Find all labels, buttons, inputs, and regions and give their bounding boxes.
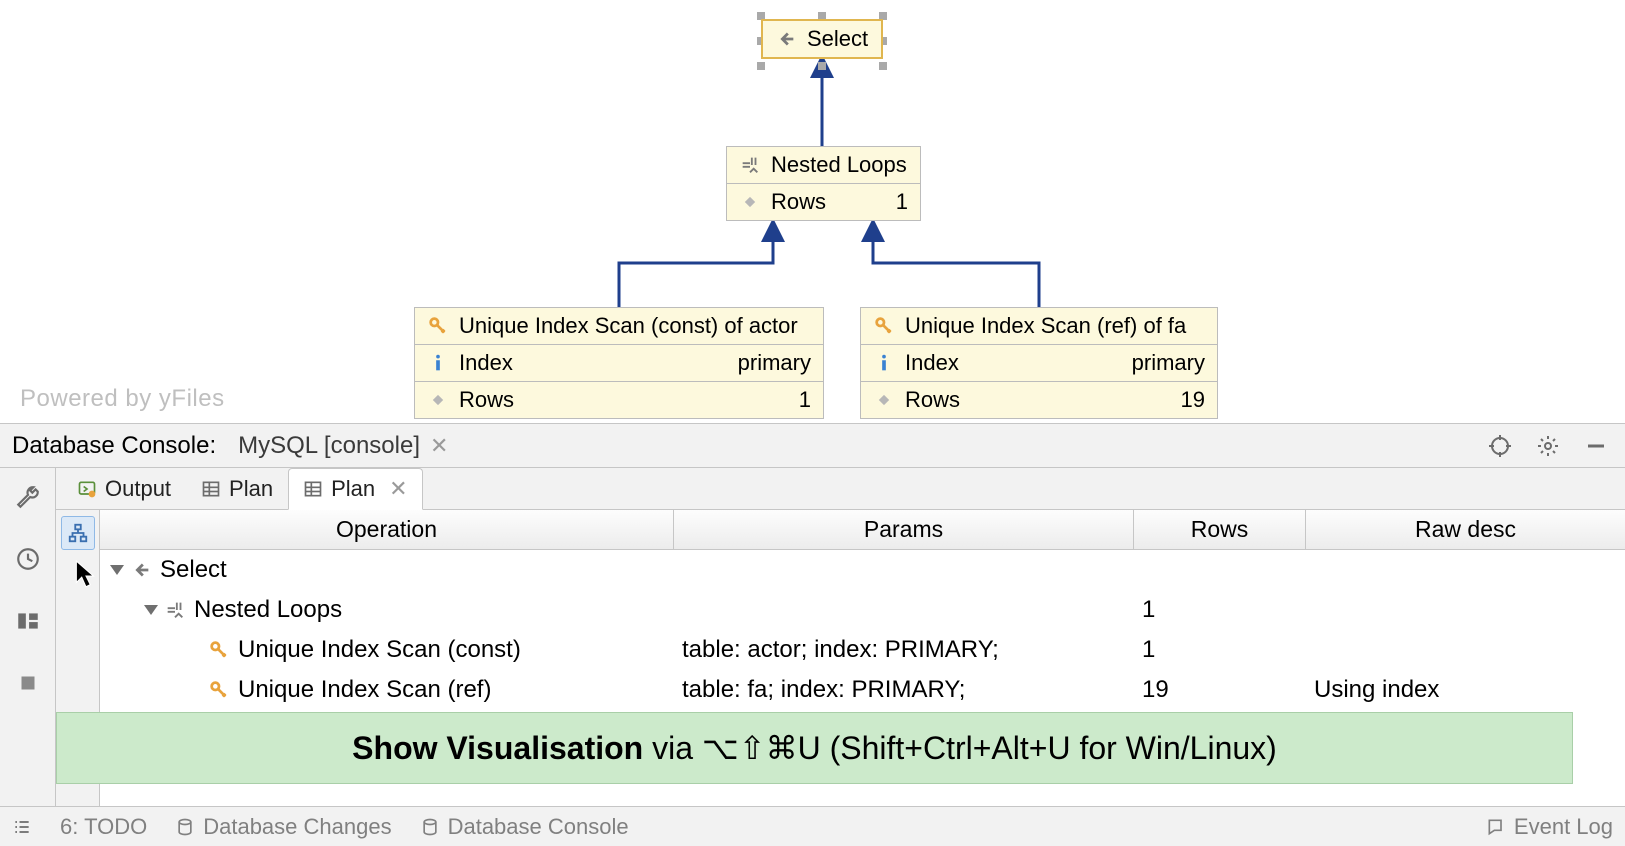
close-tab-icon[interactable]: ✕ [389, 476, 407, 502]
key-icon [427, 315, 449, 337]
params-value: table: actor; index: PRIMARY; [674, 636, 1134, 664]
raw-value: Using index [1306, 676, 1625, 704]
rows-value: 19 [1181, 387, 1205, 413]
show-visualisation-button[interactable] [61, 516, 95, 550]
key-icon [208, 639, 230, 661]
selection-handle[interactable] [818, 62, 826, 70]
rows-value: 1 [799, 387, 811, 413]
selection-handle[interactable] [879, 62, 887, 70]
arrow-left-icon [130, 559, 152, 581]
table-header-row: Operation Params Rows Raw desc [100, 510, 1625, 550]
info-icon [427, 352, 449, 374]
history-icon[interactable] [13, 544, 43, 574]
diamond-icon [873, 389, 895, 411]
plan-node-title: Unique Index Scan (ref) of fa [905, 313, 1186, 339]
minimize-icon[interactable] [1579, 429, 1613, 463]
tab-plan-1[interactable]: Plan [186, 468, 288, 509]
table-icon [201, 479, 221, 499]
status-bar-event-log[interactable]: Event Log [1486, 814, 1613, 840]
table-row[interactable]: Unique Index Scan (const) table: actor; … [100, 630, 1625, 670]
wrench-icon[interactable] [13, 482, 43, 512]
stop-icon[interactable] [13, 668, 43, 698]
key-icon [873, 315, 895, 337]
hint-text: via ⌥⇧⌘U (Shift+Ctrl+Alt+U for Win/Linux… [643, 730, 1277, 766]
plan-panel-lower: Output Plan Plan ✕ Operation [0, 468, 1625, 806]
gear-icon[interactable] [1531, 429, 1565, 463]
col-header-operation[interactable]: Operation [100, 510, 674, 549]
op-label: Select [160, 556, 227, 584]
result-tabs: Output Plan Plan ✕ [56, 468, 1625, 510]
plan-node-select[interactable]: Select [761, 19, 883, 59]
table-row[interactable]: Select [100, 550, 1625, 590]
diamond-icon [427, 389, 449, 411]
rows-label: Rows [905, 387, 960, 413]
tab-plan-2[interactable]: Plan ✕ [288, 468, 422, 510]
selection-handle[interactable] [757, 62, 765, 70]
op-label: Unique Index Scan (const) [238, 636, 521, 664]
plan-node-title: Unique Index Scan (const) of actor [459, 313, 798, 339]
tab-output[interactable]: Output [62, 468, 186, 509]
rows-value: 19 [1134, 676, 1306, 704]
console-tab-name[interactable]: MySQL [console] [238, 432, 420, 460]
table-row[interactable]: Nested Loops 1 [100, 590, 1625, 630]
nested-loops-icon [739, 154, 761, 176]
expand-icon[interactable] [144, 605, 158, 615]
status-bar-todo[interactable]: 6: TODO [60, 814, 147, 840]
plan-node-select-label: Select [807, 26, 868, 52]
status-bar-db-console[interactable]: Database Console [420, 814, 629, 840]
plan-node-nested-loops[interactable]: Nested Loops Rows 1 [726, 146, 921, 221]
rows-label: Rows [771, 189, 826, 215]
table-row[interactable]: Unique Index Scan (ref) table: fa; index… [100, 670, 1625, 710]
index-label: Index [905, 350, 959, 376]
rows-label: Rows [459, 387, 514, 413]
nested-loops-icon [164, 599, 186, 621]
console-title: Database Console: [12, 432, 216, 460]
col-header-params[interactable]: Params [674, 510, 1134, 549]
yfiles-watermark: Powered by yFiles [20, 385, 225, 413]
tab-plan-2-label: Plan [331, 476, 375, 502]
table-icon [303, 479, 323, 499]
close-tab-icon[interactable]: ✕ [430, 433, 448, 459]
expand-icon[interactable] [110, 565, 124, 575]
plan-node-index-scan-fa[interactable]: Unique Index Scan (ref) of fa Index prim… [860, 307, 1218, 419]
database-console-bar: Database Console: MySQL [console] ✕ [0, 423, 1625, 468]
execution-plan-diagram[interactable]: Select Nested Loops Rows 1 Unique I [0, 0, 1625, 423]
op-label: Nested Loops [194, 596, 342, 624]
tab-plan-1-label: Plan [229, 476, 273, 502]
diamond-icon [739, 191, 761, 213]
shortcut-hint-banner: Show Visualisation via ⌥⇧⌘U (Shift+Ctrl+… [56, 712, 1573, 784]
status-bar-db-changes[interactable]: Database Changes [175, 814, 391, 840]
tab-output-label: Output [105, 476, 171, 502]
key-icon [208, 679, 230, 701]
index-value: primary [738, 350, 811, 376]
params-value: table: fa; index: PRIMARY; [674, 676, 1134, 704]
plan-node-index-scan-actor[interactable]: Unique Index Scan (const) of actor Index… [414, 307, 824, 419]
index-value: primary [1132, 350, 1205, 376]
rows-value: 1 [1134, 596, 1306, 624]
arrow-left-icon [775, 28, 797, 50]
rows-value: 1 [1134, 636, 1306, 664]
side-tool-column [0, 468, 56, 806]
hint-title: Show Visualisation [352, 730, 643, 766]
status-bar-list-icon[interactable] [12, 817, 32, 837]
plan-node-nested-loops-label: Nested Loops [771, 152, 907, 178]
rows-value: 1 [896, 189, 908, 215]
output-icon [77, 479, 97, 499]
target-icon[interactable] [1483, 429, 1517, 463]
status-bar: 6: TODO Database Changes Database Consol… [0, 806, 1625, 846]
info-icon [873, 352, 895, 374]
index-label: Index [459, 350, 513, 376]
col-header-raw[interactable]: Raw desc [1306, 510, 1625, 549]
op-label: Unique Index Scan (ref) [238, 676, 491, 704]
layout-icon[interactable] [13, 606, 43, 636]
col-header-rows[interactable]: Rows [1134, 510, 1306, 549]
